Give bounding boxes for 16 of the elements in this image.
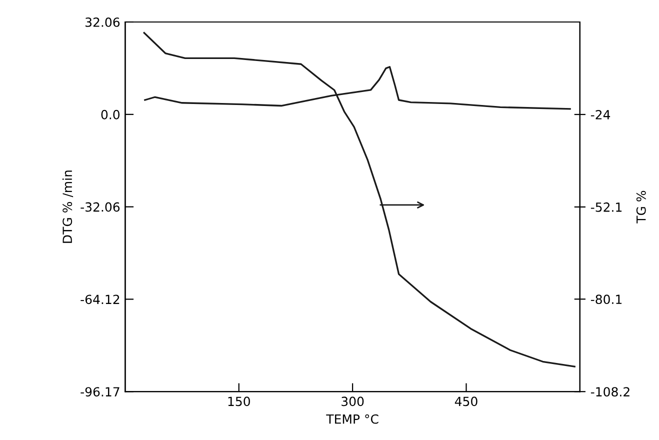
y2-tick-label: -52.1 [590,202,622,212]
y-axis-title: DTG % /min [62,170,74,243]
x-tick-label: 450 [454,396,478,406]
x-tick-label: 300 [342,396,364,406]
y2-tick-label: -108.2 [590,387,630,397]
y-tick-label: -64.12 [80,294,120,304]
x-axis-title: TEMP °C [326,414,378,424]
y-tick-label: 32.06 [86,17,120,27]
y2-tick-label: -24 [590,110,610,120]
x-tick-label: 150 [228,396,250,406]
y-tick-label: -32.06 [80,202,120,212]
y2-axis-title: TG % [636,190,646,224]
y-tick-label: -96.17 [80,387,120,397]
line-series [143,32,576,368]
y-tick-label: 0.0 [101,110,120,120]
y2-tick-label: -80.1 [590,294,622,304]
